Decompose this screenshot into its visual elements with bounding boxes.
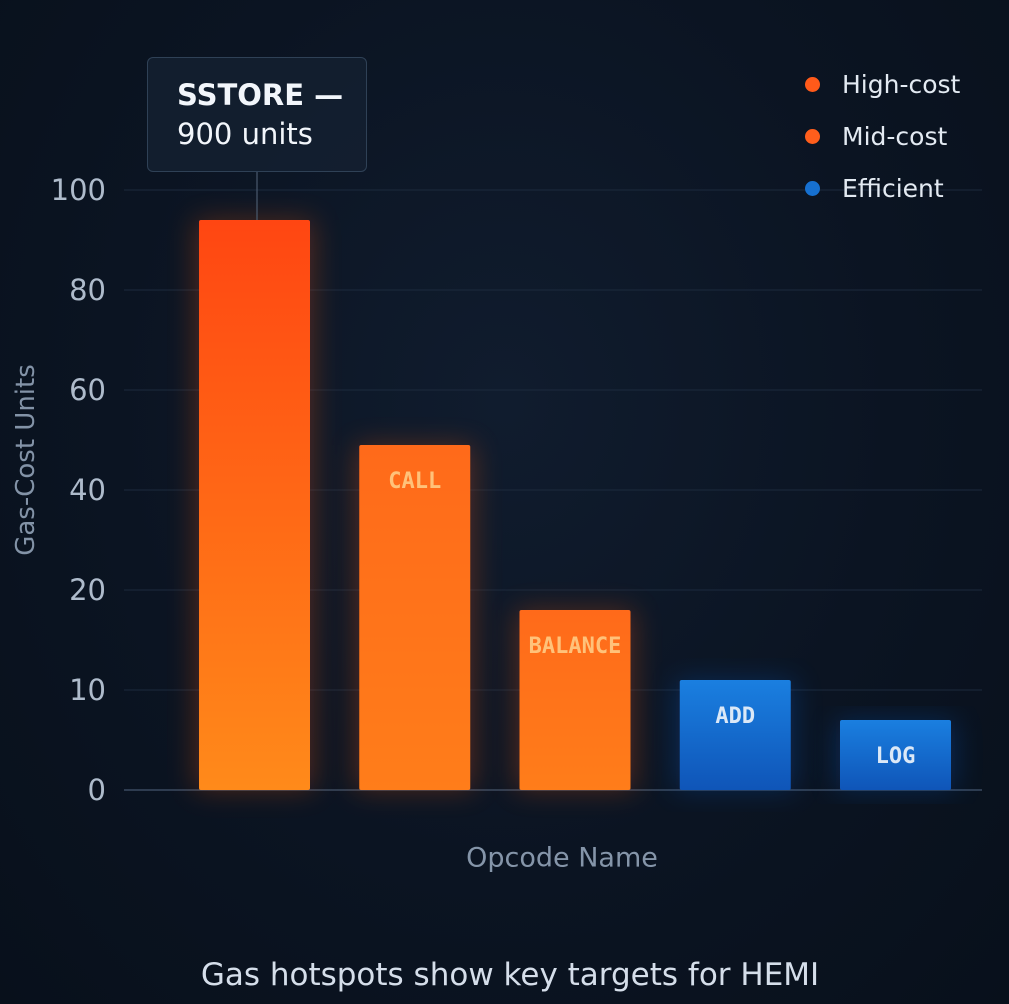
- bar-call[interactable]: [359, 445, 471, 790]
- legend-dot-efficient: [805, 180, 820, 196]
- bar-log[interactable]: [840, 720, 951, 790]
- legend-item-high-cost: High-cost: [805, 58, 960, 110]
- tooltip-title: SSTORE —: [177, 78, 344, 112]
- bar-label: LOG: [876, 744, 916, 769]
- legend: High-cost Mid-cost Efficient: [805, 58, 960, 214]
- y-tick-label: 100: [51, 173, 106, 207]
- bar-sstore[interactable]: [199, 220, 310, 790]
- y-tick-labels: 0 10 20 40 60 80 100: [51, 173, 106, 807]
- legend-label: Mid-cost: [842, 121, 948, 151]
- y-tick-label: 0: [88, 773, 106, 807]
- y-tick-label: 20: [69, 573, 106, 607]
- legend-label: Efficient: [842, 173, 944, 203]
- legend-label: High-cost: [842, 69, 961, 99]
- legend-item-mid-cost: Mid-cost: [805, 110, 960, 162]
- bar-add[interactable]: [679, 680, 791, 790]
- bar-label: BALANCE: [529, 634, 622, 659]
- y-tick-label: 10: [69, 673, 106, 707]
- legend-dot-high-cost: [805, 76, 820, 92]
- bar-balance[interactable]: [519, 610, 631, 790]
- bar-tooltip: SSTORE — 900 units: [147, 57, 367, 172]
- y-tick-label: 40: [69, 473, 106, 507]
- tooltip-value: 900 units: [177, 117, 313, 151]
- bar-label: ADD: [715, 704, 755, 729]
- x-axis-label: Opcode Name: [466, 842, 658, 874]
- legend-dot-mid-cost: [805, 128, 820, 144]
- y-tick-label: 80: [69, 273, 106, 307]
- legend-item-efficient: Efficient: [805, 162, 960, 214]
- y-tick-label: 60: [69, 373, 106, 407]
- chart-caption: Gas hotspots show key targets for HEMI: [200, 957, 820, 993]
- bars: CALL BALANCE ADD LOG: [195, 220, 955, 790]
- bar-label: CALL: [388, 469, 441, 494]
- y-axis-label: Gas-Cost Units: [11, 364, 41, 556]
